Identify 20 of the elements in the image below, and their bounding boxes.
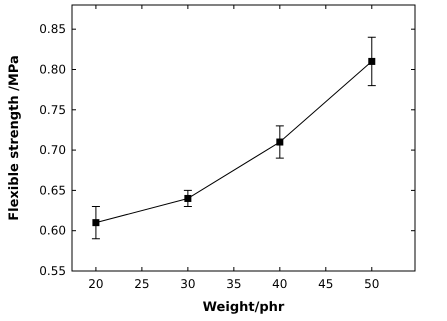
- point: [184, 194, 192, 202]
- y-tick-label: 0.75: [39, 102, 66, 117]
- x-tick-label: 30: [180, 277, 196, 291]
- y-tick-label: 0.80: [39, 62, 66, 76]
- x-tick-label: 20: [88, 277, 104, 291]
- point: [92, 219, 100, 226]
- x-tick-label: 40: [272, 277, 288, 291]
- y-tick-label: 0.70: [39, 143, 66, 158]
- x-tick-label: 35: [226, 277, 242, 291]
- y-tick-label: 0.55: [39, 264, 66, 278]
- y-tick-label: 0.85: [39, 22, 66, 36]
- y-tick-label: 0.60: [39, 224, 66, 238]
- y-tick-label: 0.65: [39, 183, 66, 198]
- x-tick-label: 45: [318, 277, 334, 291]
- x-tick-label: 50: [364, 277, 380, 291]
- x-axis-title: Weight/phr: [202, 300, 285, 315]
- point: [276, 138, 284, 146]
- x-tick-label: 25: [134, 277, 150, 291]
- point: [368, 58, 376, 65]
- y-axis-title: Flexible strength /MPa: [7, 55, 22, 221]
